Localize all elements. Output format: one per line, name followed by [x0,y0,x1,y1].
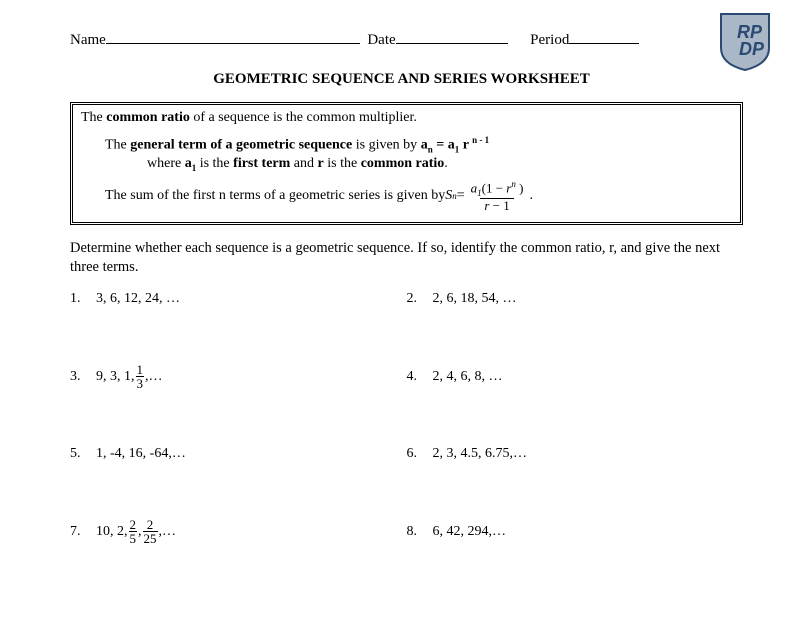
problem-number: 4. [407,369,433,385]
problem-7: 7. 10, 2, 2 5 , 2 25 ,… [70,518,407,545]
sum-fraction: a1(1 − rn ) r − 1 [469,180,526,212]
t: and [290,156,317,171]
problem-sequence: 10, 2, 2 5 , 2 25 ,… [96,518,176,545]
problem-number: 6. [407,446,433,462]
t: The [105,138,130,153]
problem-1: 1. 3, 6, 12, 24, … [70,291,407,307]
date-label: Date [367,32,395,48]
t: r [459,138,472,153]
instructions: Determine whether each sequence is a geo… [70,239,743,277]
problem-number: 3. [70,369,96,385]
rpdp-logo: RP DP [717,10,773,72]
problem-3: 3. 9, 3, 1, 1 3 ,… [70,363,407,390]
name-blank [106,28,360,44]
info-line1: The common ratio of a sequence is the co… [81,109,732,128]
fraction: 2 5 [129,518,138,545]
t: The sum of the first n terms of a geomet… [105,187,445,206]
t: 10, 2, [96,524,128,540]
fraction: 1 3 [136,363,145,390]
t: . [529,187,533,206]
t: a [185,156,192,171]
problem-number: 5. [70,446,96,462]
t: 5 [129,531,138,545]
problem-sequence: 1, -4, 16, -64,… [96,446,186,462]
fraction: 2 25 [143,518,158,545]
problem-sequence: 3, 6, 12, 24, … [96,291,180,307]
problem-number: 7. [70,524,96,540]
t: of a sequence is the common multiplier. [190,110,417,125]
t: is the [196,156,233,171]
problem-number: 1. [70,291,96,307]
t: (1 − [482,181,507,196]
info-box: The common ratio of a sequence is the co… [70,102,743,225]
t: = [433,138,448,153]
t: The [81,110,106,125]
problem-6: 6. 2, 3, 4.5, 6.75,… [407,446,744,462]
problem-sequence: 6, 42, 294,… [433,524,507,540]
problem-sequence: 9, 3, 1, 1 3 ,… [96,363,163,390]
problems: 1. 3, 6, 12, 24, … 2. 2, 6, 18, 54, … 3.… [70,291,743,545]
problem-sequence: 2, 3, 4.5, 6.75,… [433,446,528,462]
t: a [448,138,455,153]
t: general term of a geometric sequence [130,138,352,153]
info-line2: The general term of a geometric sequence… [81,134,732,156]
worksheet-title: GEOMETRIC SEQUENCE AND SERIES WORKSHEET [70,71,753,88]
info-line4: The sum of the first n terms of a geomet… [81,180,732,212]
logo-text-dp: DP [739,39,765,59]
header-line: Name Date Period [70,28,753,49]
problem-5: 5. 1, -4, 16, -64,… [70,446,407,462]
t: ,… [159,524,177,540]
t: , [138,524,142,540]
info-line3: where a1 is the first term and r is the … [81,155,732,174]
t: = [457,187,465,206]
t: first term [233,156,290,171]
t: 2 [146,518,155,531]
problem-4: 4. 2, 4, 6, 8, … [407,363,744,390]
t: 2 [129,518,138,531]
t: − 1 [489,198,509,213]
t: S [445,187,452,206]
date-blank [396,28,508,44]
t: is given by [352,138,420,153]
t: 25 [143,531,158,545]
t: n - 1 [472,135,489,145]
t: 9, 3, 1, [96,369,135,385]
t: common ratio [106,110,190,125]
period-blank [569,28,639,44]
t: ,… [145,369,163,385]
problem-sequence: 2, 4, 6, 8, … [433,369,503,385]
t: common ratio [361,156,445,171]
t: ) [516,181,524,196]
problem-number: 8. [407,524,433,540]
t: where [147,156,185,171]
t: a [421,138,428,153]
period-label: Period [530,32,569,48]
t: 1 [136,363,145,376]
problem-2: 2. 2, 6, 18, 54, … [407,291,744,307]
t: 3 [136,376,145,390]
problem-number: 2. [407,291,433,307]
name-label: Name [70,32,106,48]
t: is the [324,156,361,171]
problem-8: 8. 6, 42, 294,… [407,518,744,545]
t: . [444,156,448,171]
problem-sequence: 2, 6, 18, 54, … [433,291,517,307]
